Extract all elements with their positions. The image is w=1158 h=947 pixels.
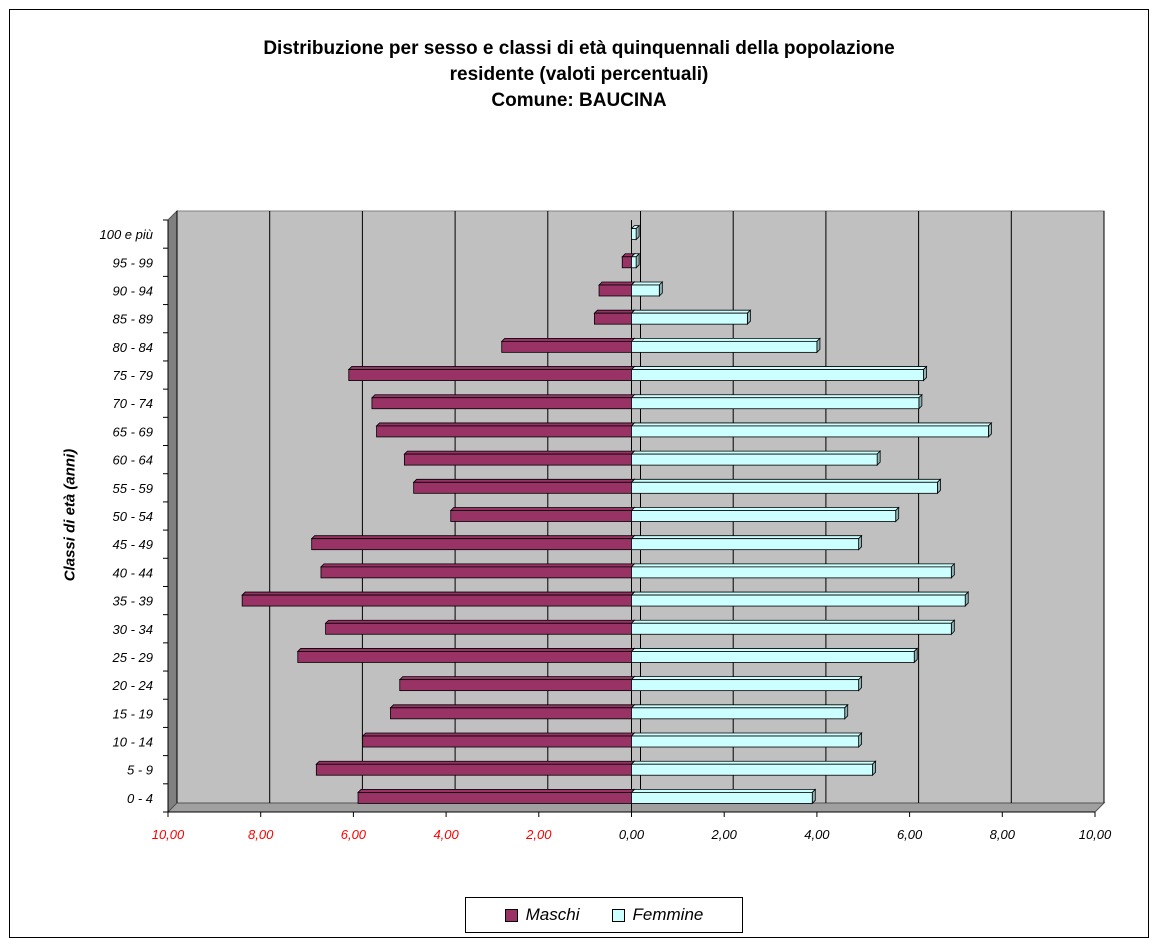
bar-femmine <box>630 591 970 608</box>
y-tick-label: 0 - 4 <box>127 791 153 806</box>
bar-femmine <box>630 224 641 241</box>
bar-femmine <box>630 619 956 636</box>
y-tick-label: 75 - 79 <box>113 368 153 383</box>
bar-femmine <box>630 647 919 664</box>
bar-femmine <box>630 393 923 410</box>
x-tick-label: 6,00 <box>897 827 923 842</box>
plot-side-wall <box>167 209 178 814</box>
bar-maschi <box>319 562 636 579</box>
x-tick-label: 2,00 <box>525 827 552 842</box>
bar-maschi <box>398 675 636 692</box>
bar-femmine <box>630 309 752 326</box>
bar-maschi <box>324 619 636 636</box>
bar-maschi <box>593 309 636 326</box>
y-tick-label: 15 - 19 <box>113 706 153 721</box>
bar-femmine <box>630 534 863 551</box>
y-tick-label: 90 - 94 <box>113 283 153 298</box>
bar-maschi <box>598 281 636 297</box>
bar-femmine <box>630 337 821 354</box>
y-tick-label: 5 - 9 <box>127 763 153 778</box>
legend-item-maschi: Maschi <box>504 905 580 925</box>
y-tick-label: 40 - 44 <box>113 565 153 580</box>
bar-femmine <box>630 478 942 495</box>
x-tick-label: 4,00 <box>433 827 459 842</box>
y-tick-label: 100 e più <box>100 227 154 242</box>
title-line-3: Comune: BAUCINA <box>491 90 667 111</box>
y-tick-label: 50 - 54 <box>113 509 153 524</box>
y-tick-label: 95 - 99 <box>113 255 153 270</box>
y-tick-label: 30 - 34 <box>113 622 153 637</box>
bar-femmine <box>630 788 817 805</box>
x-tick-label: 8,00 <box>990 827 1016 842</box>
x-tick-label: 10,00 <box>1079 827 1112 842</box>
bar-maschi <box>296 647 636 664</box>
y-axis-label: Classi di età (anni) <box>61 448 79 582</box>
x-tick-label: 4,00 <box>804 827 830 842</box>
x-tick-label: 6,00 <box>341 827 367 842</box>
bar-maschi <box>361 732 636 748</box>
bar-femmine <box>630 703 849 720</box>
bar-femmine <box>630 562 956 579</box>
bar-femmine <box>630 421 993 438</box>
chart-legend: Maschi Femmine <box>465 897 743 933</box>
bar-femmine <box>630 252 641 269</box>
y-tick-label: 10 - 14 <box>113 735 153 750</box>
bar-maschi <box>347 365 636 382</box>
x-tick-label: 0,00 <box>619 827 645 842</box>
bar-femmine <box>630 281 664 297</box>
bar-maschi <box>370 393 636 410</box>
bar-maschi <box>389 703 636 720</box>
x-tick-label: 8,00 <box>248 827 274 842</box>
bar-femmine <box>630 760 877 777</box>
bar-femmine <box>630 506 900 523</box>
y-tick-label: 45 - 49 <box>113 537 153 552</box>
y-tick-label: 65 - 69 <box>113 424 153 439</box>
bar-maschi <box>403 450 636 467</box>
bar-maschi <box>310 534 636 551</box>
chart-title: Distribuzione per sesso e classi di età … <box>0 36 1158 114</box>
bar-femmine <box>630 732 863 748</box>
x-tick-label: 2,00 <box>711 827 738 842</box>
bar-maschi <box>375 421 636 438</box>
legend-item-femmine: Femmine <box>611 905 704 925</box>
bar-maschi <box>357 788 636 805</box>
bar-femmine <box>630 675 863 692</box>
y-tick-label: 25 - 29 <box>112 650 153 665</box>
bar-maschi <box>315 760 636 777</box>
y-tick-label: 35 - 39 <box>113 594 153 609</box>
y-tick-label: 85 - 89 <box>113 312 153 327</box>
legend-swatch-femmine <box>611 908 625 922</box>
title-line-2: residente (valoti percentuali) <box>449 64 709 85</box>
plot-floor <box>166 802 1106 813</box>
bar-femmine <box>630 365 928 382</box>
bar-maschi <box>241 591 636 608</box>
y-tick-label: 60 - 64 <box>113 453 153 468</box>
bar-maschi <box>412 478 636 495</box>
x-tick-label: 10,00 <box>152 827 185 842</box>
y-tick-label: 70 - 74 <box>113 396 153 411</box>
y-tick-label: 20 - 24 <box>112 678 153 693</box>
title-line-1: Distribuzione per sesso e classi di età … <box>263 38 895 59</box>
bar-femmine <box>630 450 882 467</box>
legend-swatch-maschi <box>504 908 518 922</box>
y-tick-label: 55 - 59 <box>113 481 153 496</box>
legend-label-femmine: Femmine <box>632 905 704 924</box>
bar-maschi <box>449 506 636 523</box>
y-tick-label: 80 - 84 <box>113 340 153 355</box>
legend-label-maschi: Maschi <box>525 905 580 924</box>
bar-maschi <box>500 337 636 354</box>
